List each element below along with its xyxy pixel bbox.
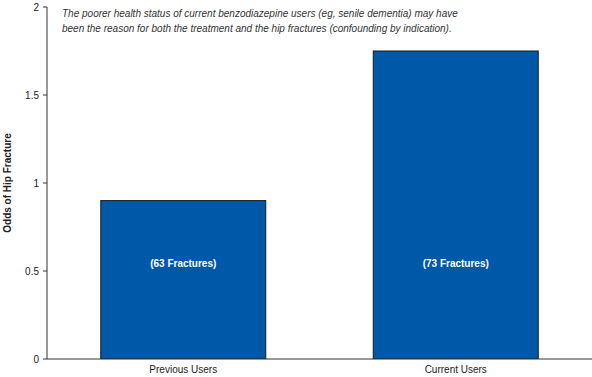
bars	[101, 51, 539, 359]
annotation: The poorer health status of current benz…	[62, 8, 458, 19]
chart-container: (63 Fractures) (73 Fractures) 0 0.5 1 1.5 2 Pre…	[0, 0, 592, 377]
y-tick-label: 0.5	[25, 266, 39, 277]
y-tick	[43, 7, 47, 8]
y-tick-label: 2	[33, 2, 39, 13]
bar-label: (73 Fractures)	[423, 258, 489, 269]
bar	[101, 201, 266, 359]
annotation: been the reason for both the treatment a…	[62, 23, 452, 34]
y-tick	[43, 95, 47, 96]
bar	[373, 51, 538, 359]
y-tick-label: 1	[33, 178, 39, 189]
y-tick-label: 0	[33, 354, 39, 365]
bar-label: (63 Fractures)	[150, 258, 216, 269]
y-tick	[43, 271, 47, 272]
y-tick	[43, 359, 47, 360]
x-tick-label: Previous Users	[149, 364, 217, 375]
y-tick	[43, 183, 47, 184]
y-tick-label: 1.5	[25, 90, 39, 101]
x-axis-line	[47, 359, 592, 360]
x-tick-label: Current Users	[425, 364, 487, 375]
y-axis-title: Odds of Hip Fracture	[2, 133, 13, 233]
chart-svg: (63 Fractures) (73 Fractures) 0 0.5 1 1.5 2 Pre…	[0, 0, 592, 377]
